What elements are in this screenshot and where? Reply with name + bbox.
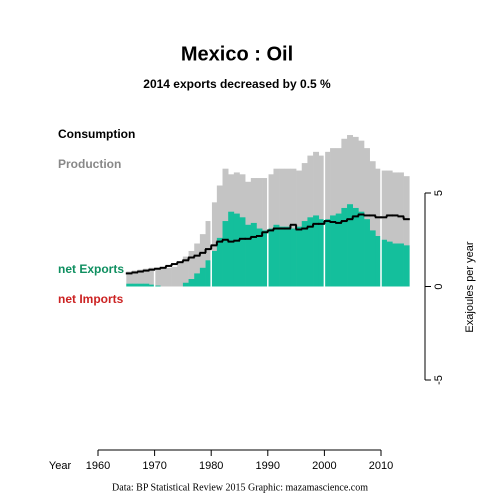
net-exports-bar [341,207,348,287]
production-bar [397,172,404,287]
net-exports-bar [352,207,359,287]
net-exports-bar [245,224,252,287]
net-exports-bar [335,213,342,287]
net-exports-bar [239,217,246,287]
production-bar [364,148,370,287]
net-exports-bar [307,217,314,287]
production-bar [403,176,410,287]
production-bar [216,185,223,287]
production-bar [154,267,161,287]
production-bar [205,221,212,287]
net-exports-bar [381,239,387,287]
net-exports-bar [403,245,410,287]
net-exports-bar [313,215,320,287]
net-exports-bar [250,222,257,287]
net-exports-bar [131,283,138,287]
net-exports-bar [188,279,195,287]
net-exports-bar [228,211,235,287]
net-exports-bar [386,241,393,287]
production-bar [188,250,195,287]
production-bar [143,268,150,287]
net-exports-bar [154,285,161,287]
net-exports-bar [137,283,144,287]
x-tick-label: 1980 [199,460,223,472]
production-bar [171,266,178,287]
net-exports-bar [256,228,263,287]
net-exports-bar [211,250,218,287]
net-exports-bar [267,228,274,287]
y-tick-label: 0 [433,283,445,289]
net-exports-bar [222,221,229,287]
net-exports-bar [290,228,297,287]
chart-subtitle: 2014 exports decreased by 0.5 % [143,77,331,91]
net-exports-bar [369,230,376,287]
production-bar [126,271,133,287]
legend-label: Consumption [58,127,135,141]
net-exports-bar [194,273,201,287]
net-exports-bar [318,219,325,287]
net-exports-bar [392,243,399,287]
net-exports-bar [347,204,353,287]
production-bar [177,262,184,287]
net-exports-bar [199,267,206,287]
production-bar [194,243,201,287]
net-exports-bar [182,282,189,287]
x-axis-label: Year [49,460,72,472]
production-bar [369,161,376,287]
production-bar [165,267,172,287]
x-tick-label: 1990 [256,460,280,472]
source-note: Data: BP Statistical Review 2015 Graphic… [112,482,368,493]
production-bar [290,168,297,287]
net-exports-bar [126,283,133,287]
net-exports-bar [205,260,212,287]
net-exports-bar [216,237,223,287]
legend-label: net Exports [58,262,124,276]
net-exports-bar [375,236,382,287]
net-exports-bar [273,224,280,287]
net-exports-bar [324,219,331,287]
x-tick-label: 2000 [312,460,336,472]
y-tick-label: -5 [433,375,445,385]
y-axis-label: Exajoules per year [464,241,476,332]
x-tick-label: 1970 [142,460,166,472]
chart-title: Mexico : Oil [181,43,293,65]
production-bar [160,267,167,287]
net-exports-bar [279,226,286,287]
net-exports-bar [262,230,269,287]
net-exports-bar [284,226,291,287]
net-exports-bar [148,284,155,287]
production-bar [386,170,393,287]
y-tick-label: 5 [433,190,445,196]
x-tick-label: 1960 [86,460,110,472]
net-exports-bar [233,213,240,287]
production-bar [375,168,382,287]
production-bar [148,267,155,287]
net-exports-bar [397,243,404,287]
legend-label: net Imports [58,292,124,306]
x-tick-label: 2010 [369,460,393,472]
net-exports-bar [330,215,337,287]
legend-label: Production [58,157,121,171]
net-exports-bar [301,221,308,287]
net-exports-bar [296,226,303,287]
production-bar [131,270,138,287]
net-exports-bar [358,211,365,287]
production-bar [199,234,206,287]
net-exports-bar [143,283,150,287]
production-bar [182,256,189,287]
production-bar [137,269,144,287]
net-exports-bar [364,219,370,287]
production-bar [392,172,399,287]
production-bar [381,170,387,287]
